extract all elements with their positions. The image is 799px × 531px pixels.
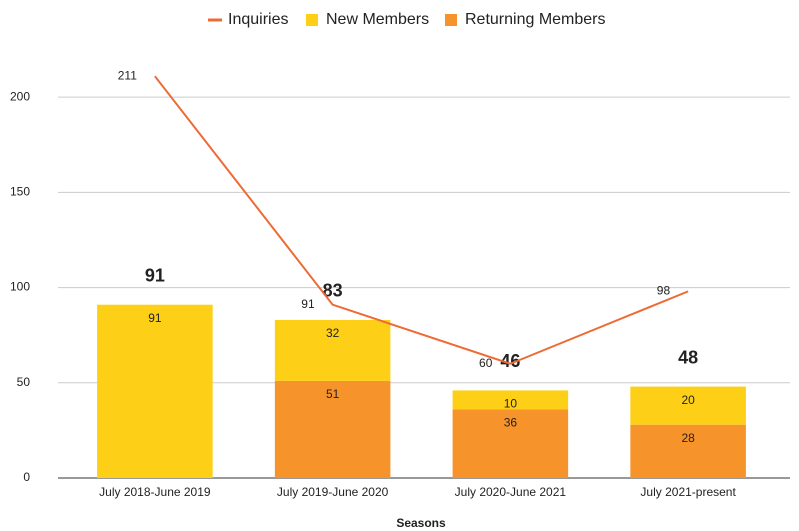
- x-tick-label: July 2020-June 2021: [455, 485, 567, 499]
- x-tick-label: July 2021-present: [640, 485, 736, 499]
- x-tick-label: July 2019-June 2020: [277, 485, 389, 499]
- total-label: 46: [500, 351, 520, 371]
- bar-value-label: 20: [681, 393, 695, 407]
- total-label: 91: [145, 265, 165, 285]
- total-label: 48: [678, 347, 698, 367]
- bar-segment: [97, 304, 213, 478]
- bar-value-label: 32: [326, 326, 340, 340]
- bar-value-label: 36: [504, 416, 518, 430]
- y-tick-label: 200: [10, 89, 30, 103]
- bar-segment: [274, 319, 391, 381]
- line-value-label: 211: [118, 68, 137, 82]
- legend-label: Returning Members: [465, 11, 606, 28]
- line-value-label: 91: [301, 297, 315, 311]
- bar-segment: [274, 380, 391, 478]
- line-value-label: 60: [479, 356, 493, 370]
- x-tick-label: July 2018-June 2019: [99, 485, 211, 499]
- legend-label: Inquiries: [228, 11, 288, 28]
- legend-swatch: [445, 14, 457, 26]
- bar-value-label: 10: [504, 397, 518, 411]
- legend-swatch: [306, 14, 318, 26]
- total-label: 83: [323, 281, 343, 301]
- y-tick-label: 0: [23, 470, 30, 484]
- bar-segment: [452, 409, 569, 478]
- x-axis-title: Seasons: [396, 516, 446, 530]
- bar-value-label: 91: [148, 311, 162, 325]
- bar-value-label: 51: [326, 387, 340, 401]
- bar-segment: [630, 386, 746, 425]
- bar-segment: [452, 390, 569, 410]
- y-tick-label: 100: [10, 280, 30, 294]
- y-tick-label: 50: [17, 375, 31, 389]
- bar-value-label: 28: [681, 431, 695, 445]
- line-series: [154, 75, 689, 365]
- line-value-label: 98: [657, 284, 671, 298]
- y-tick-label: 150: [10, 185, 30, 199]
- legend-label: New Members: [326, 11, 429, 28]
- bar-segment: [630, 424, 746, 478]
